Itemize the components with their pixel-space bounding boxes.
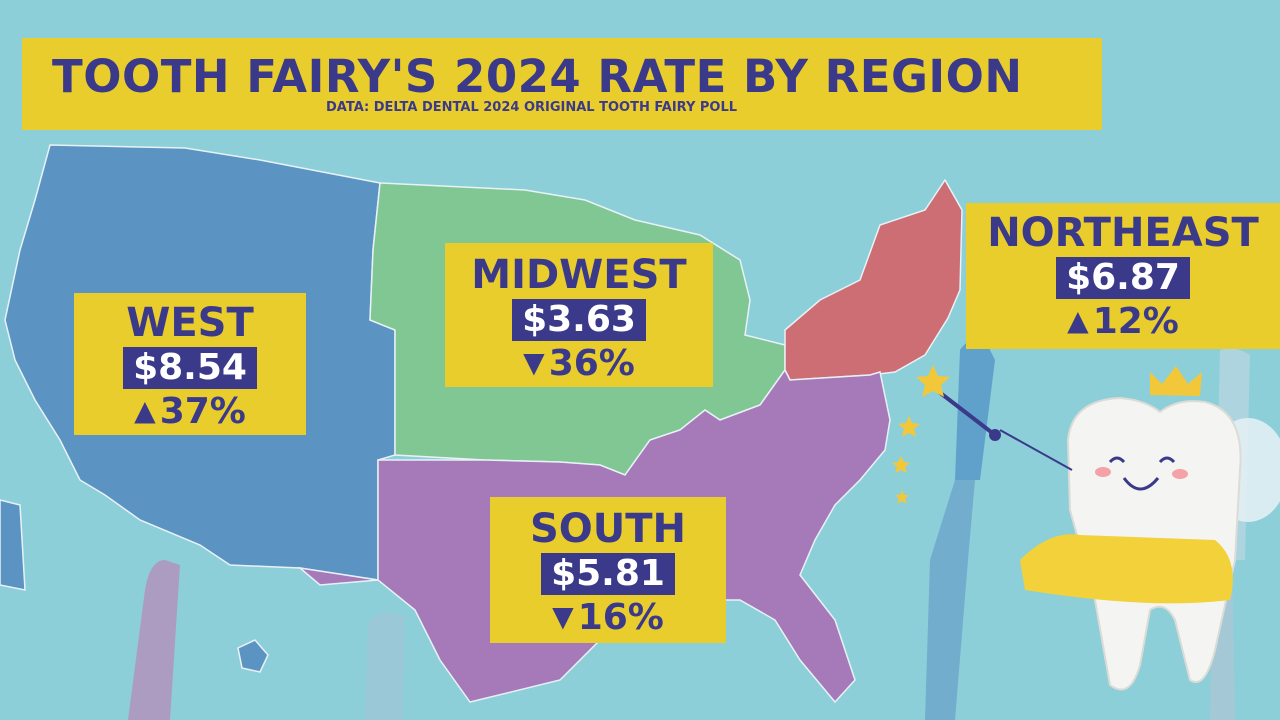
change-percent: 16% bbox=[577, 597, 664, 638]
source-caption: DATA: DELTA DENTAL 2024 ORIGINAL TOOTH F… bbox=[326, 100, 738, 115]
sparkle-star-icon bbox=[892, 365, 950, 504]
page-title: TOOTH FAIRY'S 2024 RATE BY REGION bbox=[52, 50, 1023, 103]
region-name: NORTHEAST bbox=[987, 210, 1259, 256]
region-card-west: WEST $8.54 ▲ 37% bbox=[74, 293, 306, 435]
region-amount: $3.63 bbox=[512, 299, 646, 341]
region-name: MIDWEST bbox=[471, 252, 687, 298]
region-name: SOUTH bbox=[529, 506, 687, 552]
northeast-region bbox=[784, 178, 963, 381]
down-arrow-icon: ▼ bbox=[552, 600, 574, 633]
region-change: ▼ 16% bbox=[490, 595, 726, 640]
region-card-south: SOUTH $5.81 ▼ 16% bbox=[490, 497, 726, 643]
up-arrow-icon: ▲ bbox=[1067, 304, 1089, 337]
region-card-midwest: MIDWEST $3.63 ▼ 36% bbox=[445, 243, 713, 387]
tooth-fairy-mascot-icon bbox=[999, 366, 1280, 691]
region-card-northeast: NORTHEAST $6.87 ▲ 12% bbox=[966, 203, 1280, 349]
region-name: WEST bbox=[126, 300, 254, 346]
region-amount: $8.54 bbox=[123, 347, 257, 389]
change-percent: 12% bbox=[1092, 301, 1179, 342]
region-change: ▲ 12% bbox=[966, 299, 1280, 344]
hawaii-region bbox=[237, 639, 269, 673]
alaska-region bbox=[0, 499, 26, 591]
up-arrow-icon: ▲ bbox=[134, 394, 156, 427]
region-change: ▼ 36% bbox=[445, 341, 713, 386]
region-amount: $6.87 bbox=[1056, 257, 1190, 299]
change-percent: 37% bbox=[159, 391, 246, 432]
change-percent: 36% bbox=[548, 343, 635, 384]
down-arrow-icon: ▼ bbox=[523, 346, 545, 379]
region-change: ▲ 37% bbox=[74, 389, 306, 434]
region-amount: $5.81 bbox=[541, 553, 675, 595]
title-banner: TOOTH FAIRY'S 2024 RATE BY REGION DATA: … bbox=[22, 38, 1102, 130]
